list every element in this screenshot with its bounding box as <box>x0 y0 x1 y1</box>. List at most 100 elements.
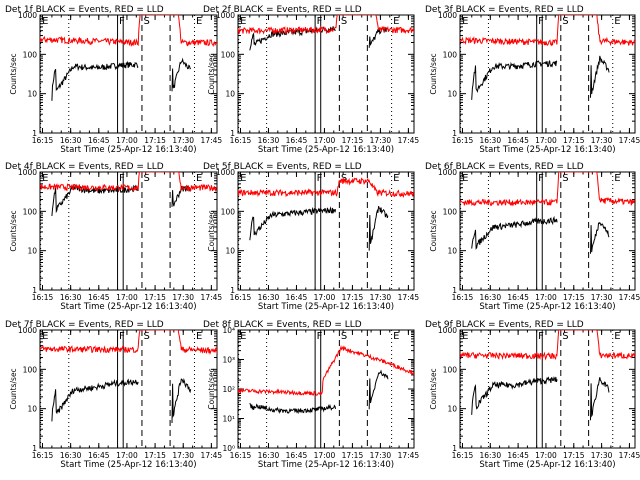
chart-panel-6: Det 6f BLACK = Events, RED = LLD 1 10 100 10… <box>425 162 640 312</box>
event-marker-label: E <box>240 331 246 342</box>
event-marker-label: F <box>538 173 544 184</box>
lld-series-line <box>40 15 217 48</box>
events-series-line <box>590 221 610 254</box>
event-marker-label: E <box>462 331 468 342</box>
x-tick-label: 17:45 <box>398 451 420 460</box>
chart-panel-9: Det 9f BLACK = Events, RED = LLD 1 10 100 10… <box>425 320 640 470</box>
x-tick-label: 17:45 <box>398 136 420 145</box>
x-axis-label: Start Time (25-Apr-12 16:13:40) <box>60 145 196 155</box>
x-tick-label: 17:30 <box>172 451 194 460</box>
x-axis-label: Start Time (25-Apr-12 16:13:40) <box>258 145 394 155</box>
lld-series-line <box>460 172 635 207</box>
events-series-line <box>368 26 389 48</box>
x-tick-label: 17:15 <box>342 136 364 145</box>
x-tick-label: 17:15 <box>144 293 166 302</box>
panel-title: Det 3f BLACK = Events, RED = LLD <box>425 5 584 15</box>
event-marker-label: S <box>143 173 149 184</box>
x-tick-label: 17:30 <box>591 451 613 460</box>
event-marker-label: E <box>196 173 202 184</box>
y-tick-label: 1 <box>452 444 457 453</box>
x-tick-label: 17:30 <box>172 293 194 302</box>
panel-title: Det 2f BLACK = Events, RED = LLD <box>203 5 362 15</box>
plot-frame <box>237 14 415 134</box>
x-tick-label: 17:45 <box>201 136 223 145</box>
event-marker-label: F <box>538 16 544 27</box>
lld-series-line <box>238 344 414 396</box>
x-tick-label: 16:15 <box>452 136 474 145</box>
x-tick-label: 16:30 <box>479 293 501 302</box>
plot-frame <box>39 171 218 291</box>
x-tick-label: 16:30 <box>60 293 82 302</box>
x-tick-label: 17:45 <box>619 293 640 302</box>
y-tick-label: 10² <box>222 385 235 394</box>
lld-series-line <box>238 177 414 198</box>
y-axis-label: Counts/sec <box>207 210 216 251</box>
y-tick-label: 1000 <box>216 168 235 177</box>
events-series-line <box>51 378 139 422</box>
events-series-line <box>471 60 558 100</box>
x-tick-label: 16:30 <box>258 293 280 302</box>
x-tick-label: 17:45 <box>201 293 223 302</box>
x-tick-label: 16:30 <box>258 451 280 460</box>
plot-frame <box>39 14 218 134</box>
y-tick-label: 10 <box>447 405 457 414</box>
y-tick-label: 10 <box>27 90 37 99</box>
event-marker-label: E <box>196 16 202 27</box>
y-tick-label: 100 <box>23 50 38 59</box>
x-tick-label: 17:45 <box>201 451 223 460</box>
x-tick-label: 16:30 <box>479 451 501 460</box>
y-tick-label: 100 <box>221 50 236 59</box>
event-marker-label: E <box>42 331 48 342</box>
x-axis-label: Start Time (25-Apr-12 16:13:40) <box>258 302 394 312</box>
events-series-line <box>171 57 192 92</box>
y-axis-label: Counts/sec <box>9 210 18 251</box>
event-marker-label: E <box>614 16 620 27</box>
event-marker-label: E <box>462 16 468 27</box>
y-tick-label: 10 <box>225 247 235 256</box>
x-axis-label: Start Time (25-Apr-12 16:13:40) <box>258 460 394 470</box>
y-tick-label: 1000 <box>18 168 37 177</box>
y-tick-label: 10 <box>447 90 457 99</box>
x-tick-label: 16:15 <box>32 293 54 302</box>
y-tick-label: 1 <box>230 129 235 138</box>
x-tick-label: 16:45 <box>286 136 308 145</box>
events-series-line <box>368 206 389 251</box>
panel-title: Det 5f BLACK = Events, RED = LLD <box>203 162 362 172</box>
plot-frame <box>237 329 415 449</box>
panel-title: Det 9f BLACK = Events, RED = LLD <box>425 320 584 330</box>
events-series-line <box>590 55 610 98</box>
events-series-line <box>249 402 337 415</box>
x-tick-label: 17:00 <box>535 136 557 145</box>
x-tick-label: 16:15 <box>230 293 252 302</box>
x-tick-label: 17:30 <box>591 293 613 302</box>
lld-series-line <box>40 330 217 356</box>
x-tick-label: 16:45 <box>507 451 529 460</box>
event-marker-label: E <box>614 331 620 342</box>
event-marker-label: S <box>562 16 568 27</box>
x-tick-label: 17:30 <box>370 293 392 302</box>
y-tick-label: 10³ <box>222 356 235 365</box>
event-marker-label: S <box>341 16 347 27</box>
event-marker-label: E <box>462 173 468 184</box>
x-tick-label: 17:30 <box>370 136 392 145</box>
x-tick-label: 16:15 <box>32 451 54 460</box>
events-series-line <box>471 376 558 415</box>
events-series-line <box>51 60 139 101</box>
event-marker-label: S <box>341 331 347 342</box>
event-marker-label: F <box>538 331 544 342</box>
chart-panel-5: Det 5f BLACK = Events, RED = LLD 1 10 100 10… <box>203 162 419 312</box>
plot-frame <box>459 329 636 449</box>
x-tick-label: 17:00 <box>535 293 557 302</box>
x-tick-label: 17:15 <box>563 293 585 302</box>
x-tick-label: 16:45 <box>507 293 529 302</box>
x-tick-label: 16:45 <box>286 293 308 302</box>
y-tick-label: 10⁰ <box>222 444 235 453</box>
x-tick-label: 16:45 <box>88 293 110 302</box>
events-series-line <box>51 184 139 216</box>
lld-series-line <box>460 15 635 47</box>
x-tick-label: 17:30 <box>591 136 613 145</box>
event-marker-label: F <box>119 16 125 27</box>
x-tick-label: 17:15 <box>144 451 166 460</box>
plot-frame <box>39 329 218 449</box>
